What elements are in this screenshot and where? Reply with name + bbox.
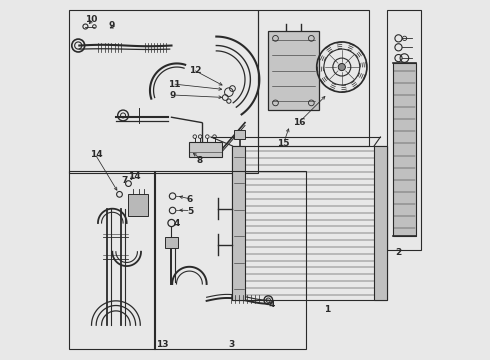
Text: 11: 11 (168, 81, 180, 90)
Text: 4: 4 (173, 219, 180, 228)
Bar (128, 194, 148, 216)
Bar (269, 31, 318, 110)
Bar (393, 63, 416, 235)
Text: 3: 3 (229, 341, 235, 350)
Bar (232, 146, 245, 300)
Text: 5: 5 (187, 207, 193, 216)
Text: 15: 15 (277, 139, 290, 148)
Bar (153, 171, 306, 348)
Bar (190, 142, 221, 157)
Text: 7: 7 (122, 176, 128, 185)
Bar (234, 130, 245, 139)
Text: 13: 13 (156, 341, 169, 350)
Text: 16: 16 (294, 118, 306, 127)
Bar (69, 10, 258, 173)
Text: 14: 14 (128, 172, 141, 181)
Bar (387, 10, 421, 250)
Text: 8: 8 (196, 156, 203, 165)
Text: 4: 4 (269, 300, 275, 309)
Bar (258, 10, 368, 146)
Circle shape (338, 63, 345, 71)
Text: 12: 12 (190, 66, 202, 75)
Text: 9: 9 (170, 91, 176, 100)
Bar (232, 146, 387, 300)
Text: 9: 9 (109, 21, 115, 30)
Text: 6: 6 (187, 195, 193, 204)
Text: 2: 2 (395, 248, 402, 257)
Text: 14: 14 (90, 150, 103, 159)
Bar (374, 146, 387, 300)
Text: 1: 1 (324, 305, 330, 314)
Bar (69, 171, 155, 348)
Text: 10: 10 (85, 15, 98, 24)
Bar (166, 237, 177, 248)
